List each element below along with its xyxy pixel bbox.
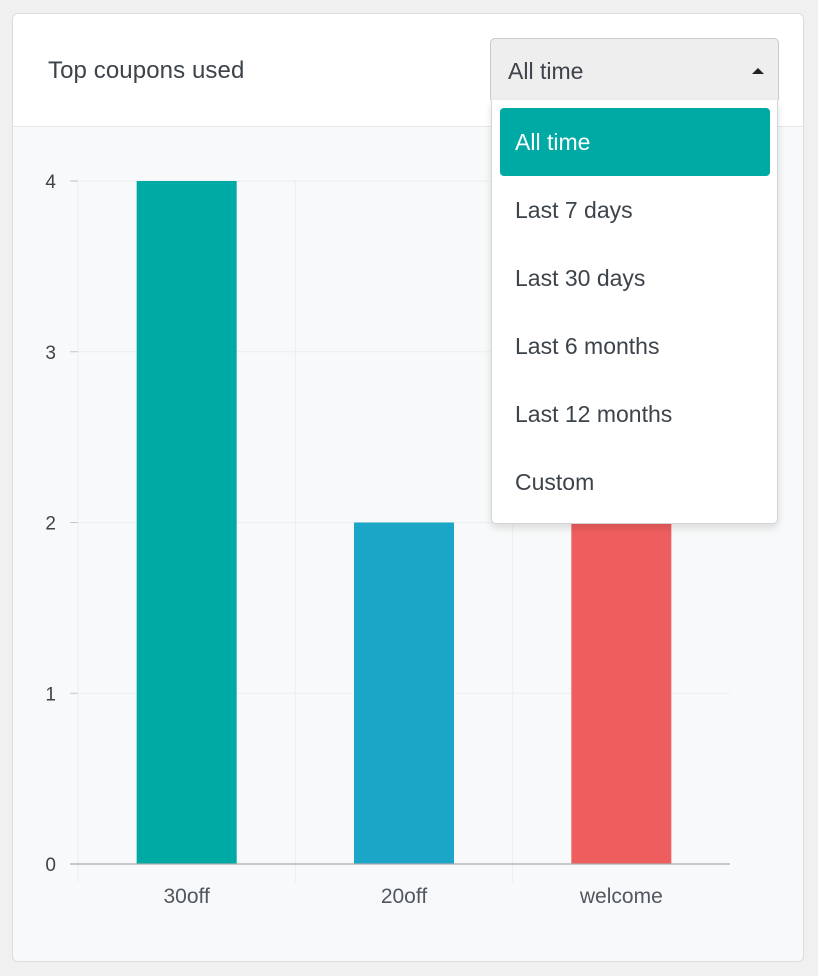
x-tick-label: 20off	[381, 885, 427, 908]
date-range-option[interactable]: Last 7 days	[515, 197, 633, 223]
date-range-option[interactable]: Last 6 months	[515, 333, 660, 359]
date-range-option[interactable]: Last 30 days	[515, 265, 646, 291]
date-range-option[interactable]: Custom	[515, 469, 595, 495]
card-title: Top coupons used	[48, 57, 245, 84]
date-range-option[interactable]: All time	[500, 108, 770, 176]
y-tick-label: 2	[45, 514, 56, 535]
y-tick-label: 3	[45, 343, 56, 364]
bar-welcome	[571, 522, 672, 864]
date-range-menu: All time Last 7 days Last 30 days Last 6 mo…	[491, 100, 778, 524]
bar-30off	[136, 181, 237, 864]
x-tick-label: welcome	[579, 885, 663, 908]
date-range-select-value: All time	[508, 58, 584, 84]
caret-up-icon	[738, 39, 778, 101]
y-tick-label: 4	[45, 172, 56, 193]
date-range-select[interactable]: All time	[490, 38, 779, 100]
date-range-option[interactable]: Last 12 months	[515, 401, 673, 427]
bar-20off	[354, 522, 454, 864]
x-tick-label: 30off	[164, 885, 210, 908]
y-tick-label: 1	[45, 684, 56, 705]
y-tick-label: 0	[45, 855, 56, 876]
